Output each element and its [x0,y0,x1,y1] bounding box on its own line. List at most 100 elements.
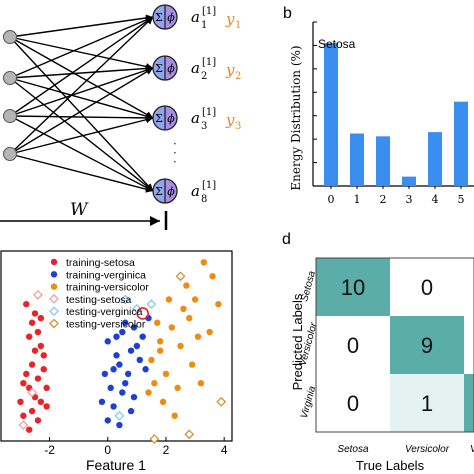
scatter-x-tick-label: 2 [163,443,170,457]
matrix-x-label: Setosa [337,444,369,455]
legend-marker [50,271,58,278]
x-tick-label: 0 [328,193,335,206]
connection-1-2 [9,77,154,119]
connection-0-2 [9,36,154,119]
training-verginica-point [130,393,138,401]
ellipsis-dot: · [173,146,177,160]
neuron-sum-half [153,179,165,203]
neuron-activation-half [165,106,177,130]
training-setosa-point [25,333,33,340]
training-versicolor-point [215,300,222,308]
legend-marker [50,258,58,266]
connection-arrow [145,185,153,193]
scatter-x-tick-label: 0 [104,443,111,457]
connection-3-2 [9,117,154,155]
training-versicolor-point [159,398,167,405]
neuron-activation-half [165,5,177,29]
training-versicolor-point [151,380,158,387]
panel-letter-d: d [282,231,291,248]
training-verginica-point [119,328,126,336]
output-label: y [225,61,235,79]
connection-2-0 [9,16,154,117]
feature-scatter-plot: training-setosatraining-verginicatrainin… [0,250,233,473]
training-versicolor-point [197,380,205,387]
bar-4 [428,132,442,186]
training-setosa-point [34,328,42,336]
activation-superscript: [1] [202,107,216,118]
bar-3 [402,176,416,186]
neuron-activation-half [165,56,177,80]
training-versicolor-point [188,361,196,368]
sigma-symbol: Σ [155,185,163,198]
training-verginica-point [104,338,111,345]
matrix-x-label: Versicolor [405,444,450,455]
bar-1 [350,133,364,186]
sigma-symbol: Σ [155,112,163,125]
testing-setosa-point [27,387,37,398]
matrix-cell-value: 0 [347,333,359,358]
weight-arrow [0,211,168,230]
input-node-3 [3,109,17,123]
bar-2 [376,136,390,186]
training-versicolor-point [186,314,193,322]
activation-superscript: [1] [202,57,216,68]
matrix-cell [316,316,390,374]
training-verginica-point [127,407,135,415]
activation-superscript: [1] [202,6,216,17]
sigma-symbol: Σ [155,62,163,75]
input-node-2 [3,71,17,85]
matrix-cell [464,316,474,374]
x-tick-label: 5 [458,193,465,206]
training-verginica-point [113,333,120,340]
neuron-sum-half [153,56,165,80]
activation-subscript: 2 [201,71,207,82]
activation-subscript: 8 [201,194,207,205]
input-node-4 [3,147,17,161]
connection-0-1 [9,36,154,69]
y-axis-label: Energy Distribution (%) [289,45,303,190]
x-tick-label: 3 [406,193,413,206]
training-versicolor-point [162,370,170,378]
connection-1-0 [9,16,154,79]
scatter-x-ticks: -2 0 2 4 [44,437,228,457]
training-versicolor-point [171,412,178,419]
x-tick-label: 1 [354,193,361,206]
x-tick-labels: 0 1 2 3 4 5 [328,193,465,206]
training-setosa-point [37,314,45,322]
training-setosa-point [31,347,39,354]
training-verginica-point [116,361,123,368]
scatter-x-tick-label: -2 [44,443,55,457]
ellipsis-dot: · [173,155,177,169]
training-verginica-point [122,319,129,326]
legend-marker [49,294,59,304]
training-versicolor-point [156,338,164,345]
legend-label: testing-verginica [66,306,143,318]
sigma-symbol: Σ [155,11,163,24]
training-versicolor-point [148,356,155,364]
legend-marker [49,306,59,317]
training-versicolor-point [200,259,208,266]
training-versicolor-point [174,384,181,392]
connection-0-0 [9,16,154,38]
neuron-ellipsis: · · · [173,137,177,169]
matrix-cells: 10 0 0 9 0 1 [315,257,474,433]
weight-connections [9,14,154,193]
connection-arrow [145,68,153,75]
training-versicolor-point [154,319,161,326]
training-verginica-point [124,370,132,378]
scatter-legend: training-setosatraining-verginicatrainin… [49,257,149,331]
matrix-cell [316,374,390,432]
training-setosa-point [40,366,47,373]
training-versicolor-point [145,389,152,396]
training-verginica-point [139,333,146,340]
input-nodes [3,30,17,161]
neuron-sum-half [153,5,165,29]
training-versicolor-point [209,273,216,280]
matrix-cell-value: 10 [341,275,365,300]
testing-verginica-point [146,299,157,309]
